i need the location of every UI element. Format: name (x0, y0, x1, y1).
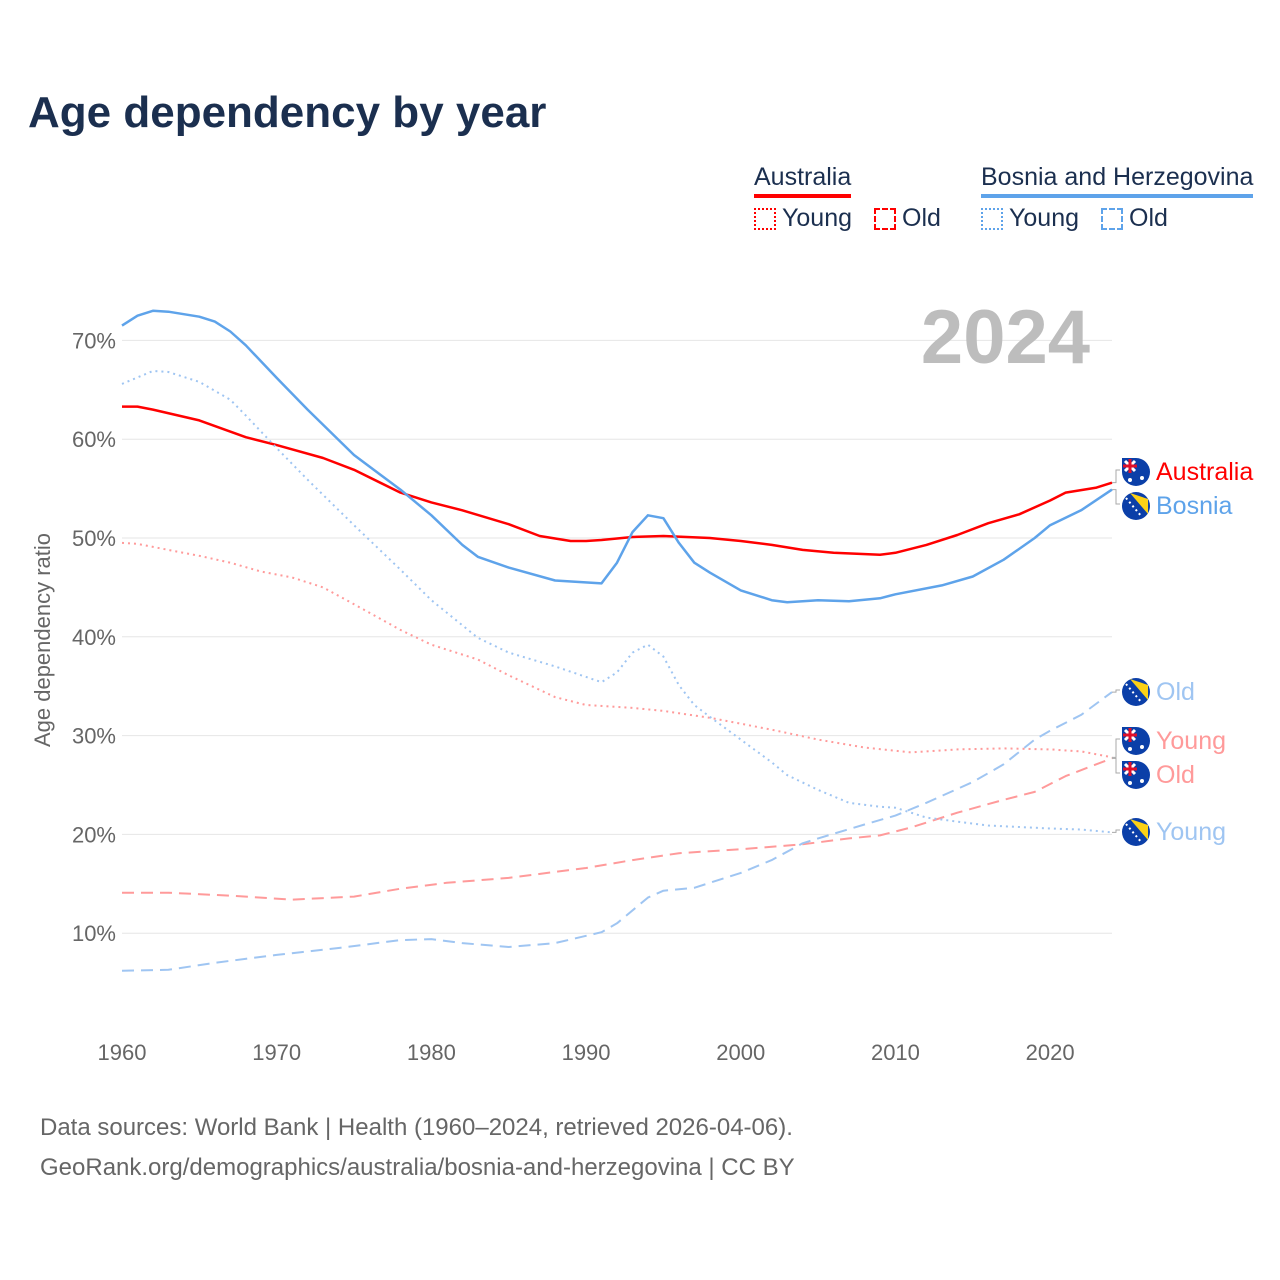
source-line: Data sources: World Bank | Health (1960–… (40, 1114, 793, 1141)
flag-part (1123, 459, 1137, 473)
dotted-swatch-icon (754, 207, 776, 230)
legend-label: Old (902, 204, 941, 232)
label-connector (1112, 489, 1120, 505)
label-connector (1112, 757, 1120, 774)
y-tick-label: 40% (72, 625, 116, 650)
flag-star (1128, 747, 1132, 751)
flag-star (1140, 779, 1144, 783)
chart-title: Age dependency by year (28, 88, 547, 137)
y-tick-label: 10% (72, 921, 116, 946)
series-line-2 (121, 541, 1113, 759)
flag-part (1130, 493, 1148, 514)
legend-bosnia[interactable]: Bosnia and Herzegovina (981, 163, 1254, 198)
legend-label: Young (782, 204, 852, 232)
source-link[interactable]: GeoRank.org/demographics/australia/bosni… (40, 1154, 795, 1181)
legend-australia[interactable]: Australia (754, 163, 852, 198)
flag-star (1140, 476, 1144, 480)
flag-star (1140, 745, 1144, 749)
label-connector (1112, 829, 1120, 833)
x-tick-label: 1960 (98, 1040, 147, 1065)
year-watermark: 2024 (921, 295, 1090, 380)
x-tick-label: 1970 (252, 1040, 301, 1065)
flag-part (1123, 762, 1137, 776)
flag-part (1130, 679, 1148, 700)
y-tick-label: 70% (72, 328, 116, 353)
series-line-5 (121, 691, 1113, 972)
legend-label: Old (1129, 204, 1168, 232)
series-line-0 (122, 405, 1113, 557)
legend-bosnia-young[interactable]: Young (981, 204, 1079, 233)
legend-australia-young[interactable]: Young (754, 204, 852, 233)
end-label: Old (1156, 678, 1195, 706)
flag-stars (1125, 683, 1143, 704)
dashed-swatch-icon (1101, 207, 1123, 230)
legend-bosnia-old[interactable]: Old (1101, 204, 1168, 233)
y-axis-label: Age dependency ratio (30, 533, 55, 747)
legend-australia-old[interactable]: Old (874, 204, 941, 233)
legend-label: Young (1009, 204, 1079, 232)
series-line-1 (121, 309, 1113, 604)
y-tick-label: 30% (72, 724, 116, 749)
label-connector (1112, 469, 1120, 484)
dashed-swatch-icon (874, 207, 896, 230)
end-label: Old (1156, 761, 1195, 789)
y-tick-label: 20% (72, 822, 116, 847)
x-tick-label: 2000 (716, 1040, 765, 1065)
end-label: Young (1156, 727, 1226, 755)
series-line-3 (122, 757, 1113, 901)
flag-stars (1125, 823, 1143, 844)
x-tick-label: 1980 (407, 1040, 456, 1065)
y-tick-label: 50% (72, 526, 116, 551)
end-label: Bosnia (1156, 492, 1233, 520)
flag-part (1130, 819, 1148, 840)
source-note: Data sources: World Bank | Health (1960–… (40, 1108, 795, 1188)
x-tick-label: 1990 (562, 1040, 611, 1065)
label-connector (1112, 689, 1120, 693)
x-tick-label: 2010 (871, 1040, 920, 1065)
flag-stars (1125, 497, 1143, 518)
flag-star (1128, 781, 1132, 785)
end-label: Australia (1156, 458, 1253, 486)
end-label: Young (1156, 818, 1226, 846)
label-connector (1112, 738, 1120, 758)
dotted-swatch-icon (981, 207, 1003, 230)
series-line-4 (121, 370, 1113, 834)
x-tick-label: 2020 (1026, 1040, 1075, 1065)
y-tick-label: 60% (72, 427, 116, 452)
flag-star (1128, 478, 1132, 482)
flag-part (1123, 728, 1137, 742)
